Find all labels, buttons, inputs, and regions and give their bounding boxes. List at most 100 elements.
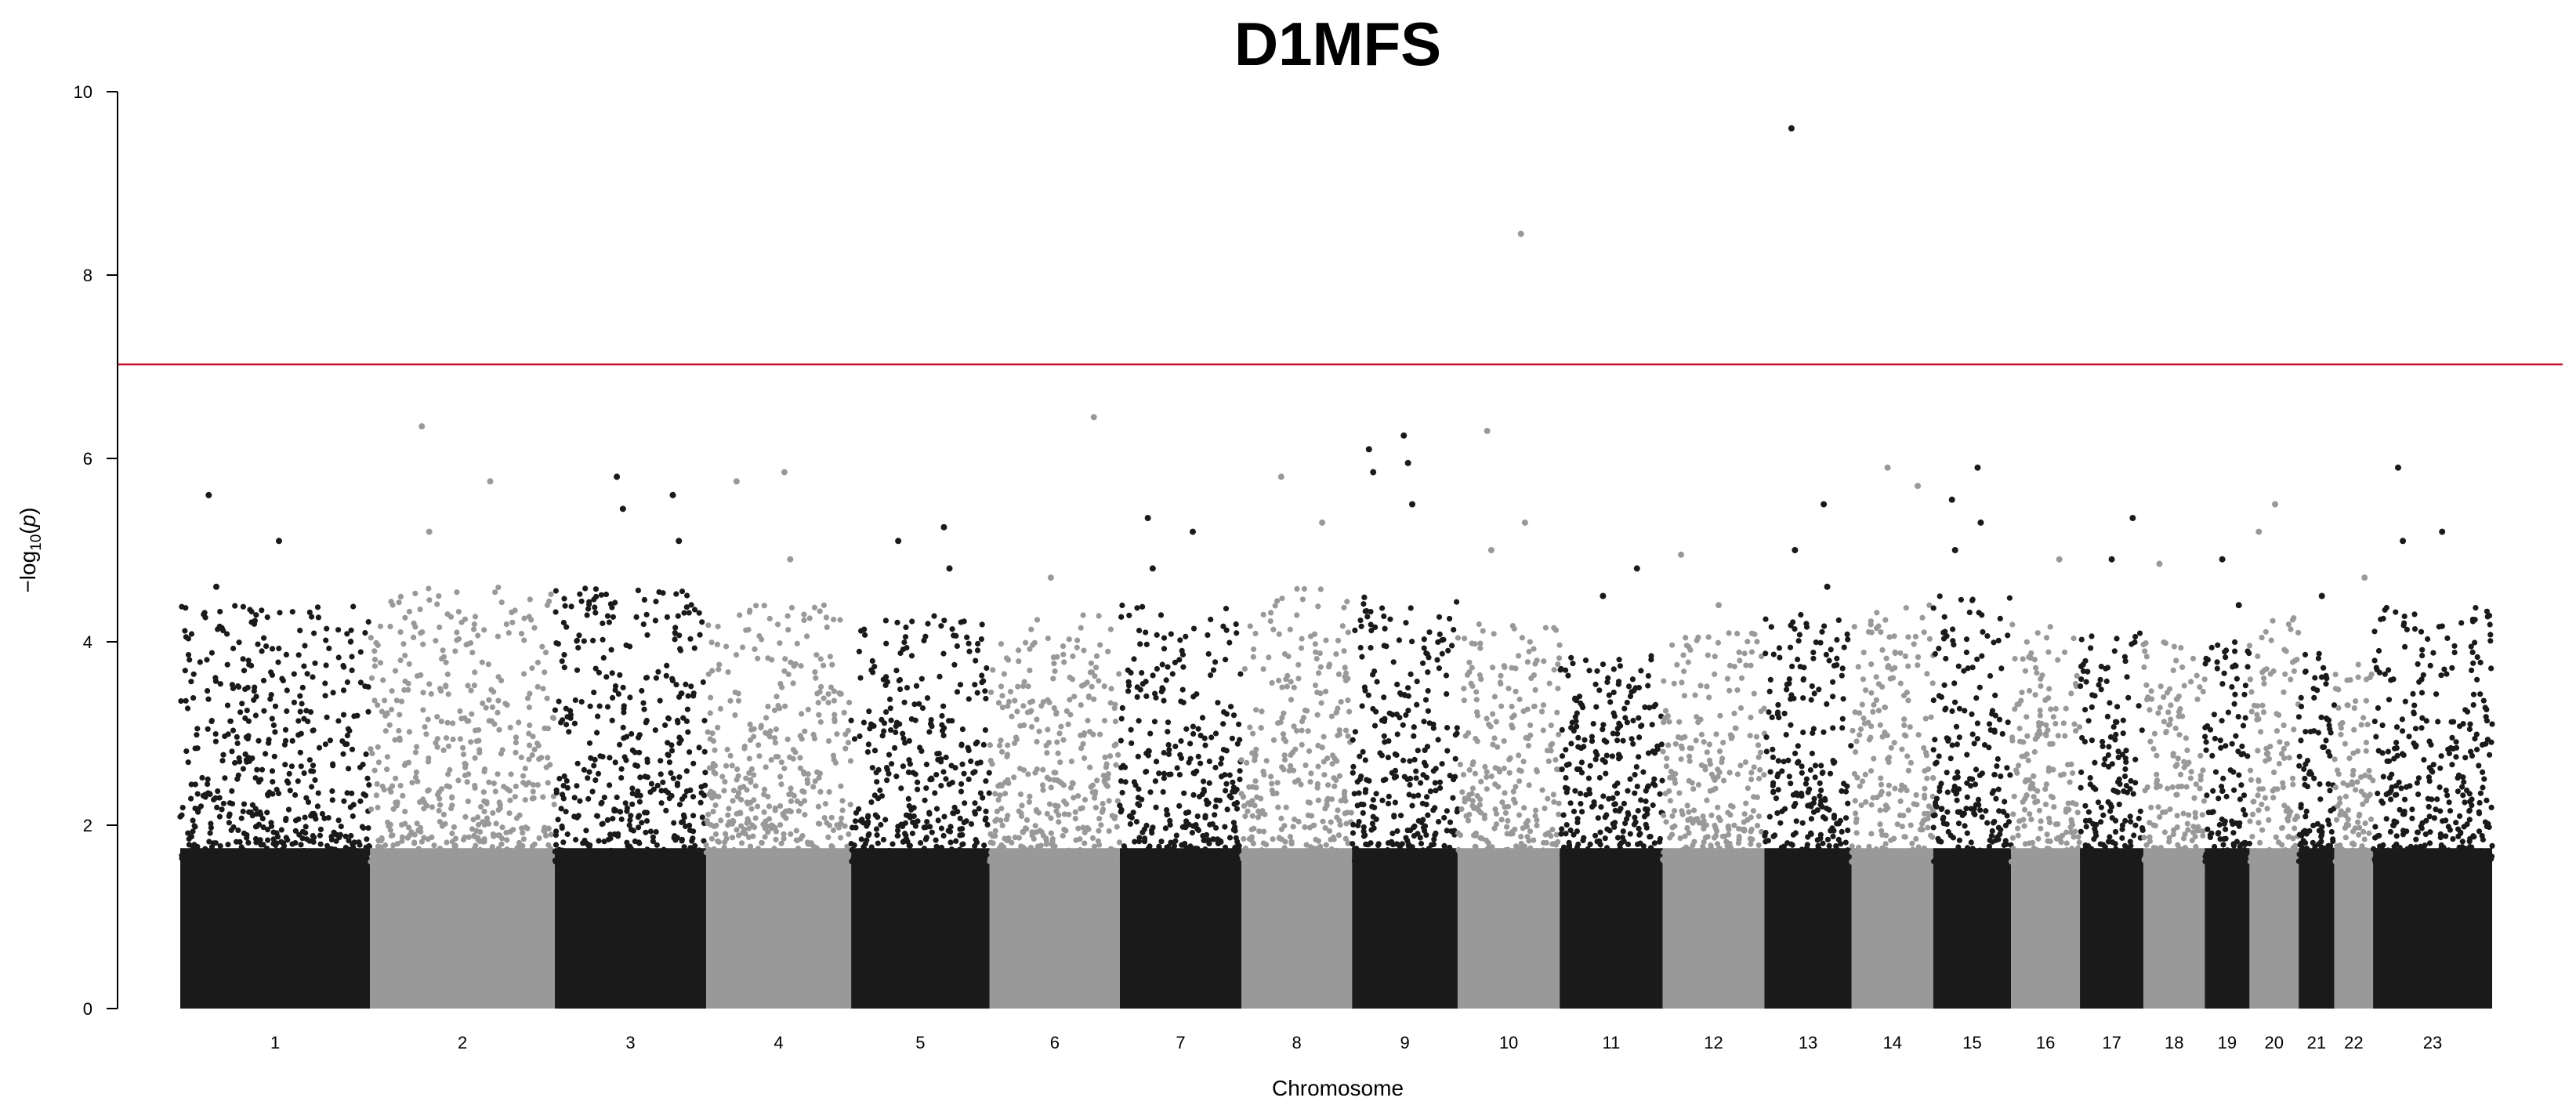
peak-point [1600,592,1607,599]
peak-point [1821,501,1828,508]
x-tick-label: 23 [2423,1033,2442,1052]
scatter-points [987,612,1123,865]
dense-points-block [1241,848,1353,1009]
x-tick-label: 1 [270,1033,280,1052]
chromosome-17-points [2078,515,2147,1009]
scatter-points [2246,615,2302,865]
chromosome-12-points [1660,551,1767,1009]
peak-point [1824,583,1831,590]
y-axis: 0 2 4 6 8 10 [74,82,118,1019]
peak-point [2156,560,2163,567]
peak-point [2361,574,2368,581]
x-tick-label: 7 [1176,1033,1185,1052]
scatter-points [2371,604,2495,865]
scatter-points [1557,653,1665,865]
dense-points-block [2334,848,2374,1009]
peak-point [1517,230,1524,237]
x-tick-label: 12 [1704,1033,1723,1052]
peak-point [2129,515,2136,522]
peak-point [1948,496,1955,503]
dense-points-block [851,848,990,1009]
scatter-points [2008,621,2083,865]
chromosome-15-points [1930,464,2014,1009]
peak-point [2255,528,2263,535]
chromosome-19-points [2202,556,2252,1009]
peak-point [1788,125,1795,132]
chromosome-23-points [2371,464,2495,1009]
x-tick-label: 19 [2218,1033,2237,1052]
scatter-points [848,613,992,865]
y-tick-label: 10 [74,82,92,102]
y-tick-label: 0 [83,999,92,1019]
x-tick-label: 17 [2102,1033,2121,1052]
scatter-points [1660,630,1767,865]
scatter-points [2202,639,2252,865]
data-points [177,125,2495,1009]
chromosome-7-points [1117,515,1244,1009]
chromosome-16-points [2008,556,2083,1009]
peak-point [2056,556,2063,563]
peak-point [1090,414,1097,421]
peak-point [733,478,740,485]
peak-point [669,491,676,498]
peak-point [1951,547,1958,553]
peak-point [1633,565,1640,572]
y-axis-label: −log10(p) [16,507,45,592]
scatter-points [1455,621,1563,865]
dense-points-block [370,848,555,1009]
peak-point [1884,464,1891,471]
dense-points-block [1764,848,1852,1009]
dense-points-block [2299,848,2335,1009]
peak-point [787,556,794,563]
peak-point [426,528,433,535]
dense-points-block [1457,848,1560,1009]
peak-point [1484,427,1491,434]
x-axis-label: Chromosome [1272,1076,1404,1100]
peak-point [2108,556,2115,563]
peak-point [2272,501,2279,508]
scatter-points [2140,639,2208,865]
chromosome-11-points [1557,565,1665,1009]
peak-point [676,538,683,545]
dense-points-block [2143,848,2205,1009]
scatter-points [2295,650,2338,865]
x-tick-label: 14 [1883,1033,1902,1052]
peak-point [1365,446,1372,453]
peak-point [1047,574,1054,581]
y-axis-label-open: ( [16,527,40,534]
x-tick-label: 6 [1050,1033,1060,1052]
scatter-points [703,602,854,865]
scatter-points [368,584,557,865]
y-tick-label: 8 [83,266,92,285]
x-tick-label: 3 [625,1033,635,1052]
dense-points-block [1851,848,1933,1009]
peak-point [2318,592,2325,599]
peak-point [1716,602,1723,609]
dense-points-block [2205,848,2250,1009]
peak-point [614,473,621,480]
scatter-points [1350,594,1461,865]
dense-points-block [1662,848,1765,1009]
peak-point [1792,547,1799,553]
chromosome-3-points [552,473,708,1009]
chromosome-9-points [1350,432,1461,1009]
peak-point [2400,538,2407,545]
y-tick-label: 2 [83,816,92,835]
x-tick-label: 8 [1292,1033,1302,1052]
chromosome-2-points [368,423,557,1009]
y-tick-label: 6 [83,449,92,469]
x-tick-label: 11 [1602,1033,1620,1052]
x-tick-label: 20 [2265,1033,2284,1052]
x-tick-label: 22 [2344,1033,2363,1052]
y-ticks: 0 2 4 6 8 10 [74,82,118,1019]
peak-point [2219,556,2226,563]
peak-point [1149,565,1156,572]
peak-point [781,469,788,476]
peak-point [1409,501,1416,508]
scatter-points [177,603,373,865]
chromosome-5-points [848,523,992,1009]
peak-point [1319,519,1326,526]
peak-point [275,538,282,545]
peak-point [1144,515,1151,522]
peak-point [1404,459,1411,466]
